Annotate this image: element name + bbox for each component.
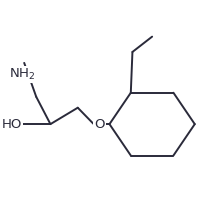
Text: O: O [94,118,105,131]
Text: NH$_2$: NH$_2$ [9,67,35,82]
Text: HO: HO [2,118,22,131]
